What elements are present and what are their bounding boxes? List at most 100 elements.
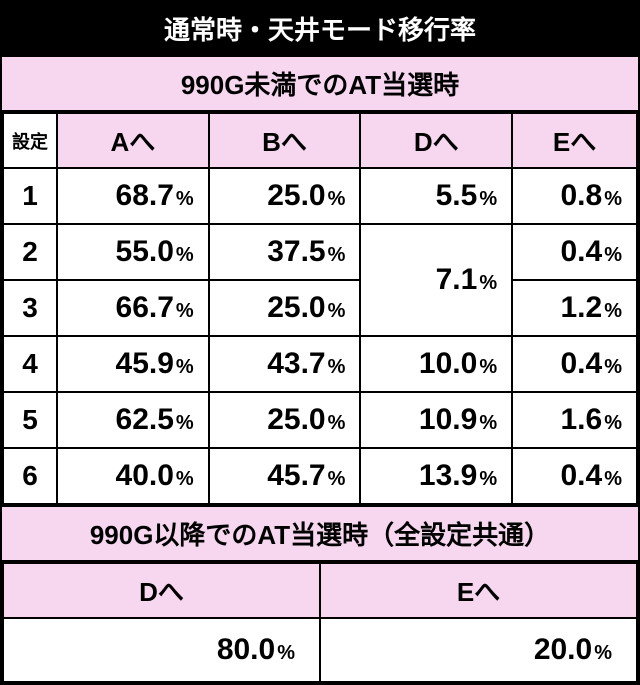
num: 20.0 — [534, 633, 592, 666]
pct-symbol: % — [328, 468, 346, 490]
num: 45.7 — [267, 459, 325, 492]
num: 45.9 — [116, 347, 174, 380]
pct-symbol: % — [594, 642, 612, 664]
val-b: 25.0% — [209, 392, 361, 448]
num: 80.0 — [217, 633, 275, 666]
pct-symbol: % — [479, 272, 497, 294]
pct-symbol: % — [176, 356, 194, 378]
table-row: 2 55.0% 37.5% 7.1% 0.4% — [3, 224, 637, 280]
table-row: 3 66.7% 25.0% 1.2% — [3, 280, 637, 336]
num: 0.4 — [560, 459, 602, 492]
val-e: 1.6% — [512, 392, 637, 448]
num: 0.8 — [560, 179, 602, 212]
set-cell: 4 — [3, 336, 57, 392]
val-b: 25.0% — [209, 280, 361, 336]
num: 40.0 — [116, 459, 174, 492]
num: 1.6 — [560, 403, 602, 436]
val-d: 10.9% — [360, 392, 512, 448]
table-row: 6 40.0% 45.7% 13.9% 0.4% — [3, 448, 637, 504]
table-row: 1 68.7% 25.0% 5.5% 0.8% — [3, 168, 637, 224]
table-row: 80.0% 20.0% — [3, 618, 637, 682]
num: 0.4 — [560, 347, 602, 380]
pct-symbol: % — [328, 188, 346, 210]
num: 25.0 — [267, 403, 325, 436]
col-e2-header: Eへ — [320, 563, 637, 618]
num: 5.5 — [436, 179, 478, 212]
val-d: 13.9% — [360, 448, 512, 504]
pct-symbol: % — [176, 300, 194, 322]
set-cell: 6 — [3, 448, 57, 504]
section2-header-row: Dへ Eへ — [3, 563, 637, 618]
pct-symbol: % — [479, 468, 497, 490]
section1-header: 990G未満でのAT当選時 — [2, 55, 638, 112]
col-b-header: Bへ — [209, 113, 361, 168]
val-d: 5.5% — [360, 168, 512, 224]
table-row: 4 45.9% 43.7% 10.0% 0.4% — [3, 336, 637, 392]
pct-symbol: % — [176, 244, 194, 266]
set-cell: 2 — [3, 224, 57, 280]
pct-symbol: % — [328, 356, 346, 378]
pct-symbol: % — [176, 412, 194, 434]
pct-symbol: % — [604, 356, 622, 378]
num: 68.7 — [116, 179, 174, 212]
num: 62.5 — [116, 403, 174, 436]
num: 10.9 — [419, 403, 477, 436]
pct-symbol: % — [604, 468, 622, 490]
pct-symbol: % — [328, 412, 346, 434]
pct-symbol: % — [176, 468, 194, 490]
col-e-header: Eへ — [512, 113, 637, 168]
col-d-header: Dへ — [360, 113, 512, 168]
pct-symbol: % — [604, 412, 622, 434]
val-a: 68.7% — [57, 168, 209, 224]
num: 37.5 — [267, 235, 325, 268]
section1-header-row: 設定 Aへ Bへ Dへ Eへ — [3, 113, 637, 168]
num: 1.2 — [560, 291, 602, 324]
num: 25.0 — [267, 179, 325, 212]
val-d2: 80.0% — [3, 618, 320, 682]
num: 55.0 — [116, 235, 174, 268]
val-e: 0.4% — [512, 224, 637, 280]
val-b: 45.7% — [209, 448, 361, 504]
col-set-label: 設定 — [3, 113, 57, 168]
set-cell: 3 — [3, 280, 57, 336]
section1-table: 設定 Aへ Bへ Dへ Eへ 1 68.7% 25.0% 5.5% 0.8% 2… — [2, 112, 638, 505]
num: 0.4 — [560, 235, 602, 268]
val-e: 0.8% — [512, 168, 637, 224]
pct-symbol: % — [479, 356, 497, 378]
val-a: 40.0% — [57, 448, 209, 504]
pct-symbol: % — [176, 188, 194, 210]
num: 66.7 — [116, 291, 174, 324]
pct-symbol: % — [479, 412, 497, 434]
val-a: 45.9% — [57, 336, 209, 392]
col-a-header: Aへ — [57, 113, 209, 168]
val-b: 43.7% — [209, 336, 361, 392]
num: 13.9 — [419, 459, 477, 492]
pct-symbol: % — [604, 188, 622, 210]
pct-symbol: % — [328, 244, 346, 266]
pct-symbol: % — [277, 642, 295, 664]
val-b: 37.5% — [209, 224, 361, 280]
table-wrapper: 通常時・天井モード移行率 990G未満でのAT当選時 設定 Aへ Bへ Dへ E… — [0, 0, 640, 685]
pct-symbol: % — [479, 188, 497, 210]
section2-header: 990G以降でのAT当選時（全設定共通） — [2, 505, 638, 562]
val-e: 0.4% — [512, 336, 637, 392]
val-d-merged: 7.1% — [360, 224, 512, 336]
val-d: 10.0% — [360, 336, 512, 392]
val-a: 55.0% — [57, 224, 209, 280]
pct-symbol: % — [604, 244, 622, 266]
val-a: 62.5% — [57, 392, 209, 448]
val-e2: 20.0% — [320, 618, 637, 682]
table-row: 5 62.5% 25.0% 10.9% 1.6% — [3, 392, 637, 448]
num: 43.7 — [267, 347, 325, 380]
section2-table: Dへ Eへ 80.0% 20.0% — [2, 562, 638, 683]
col-d2-header: Dへ — [3, 563, 320, 618]
set-cell: 1 — [3, 168, 57, 224]
val-e: 0.4% — [512, 448, 637, 504]
num: 7.1 — [436, 263, 478, 296]
num: 25.0 — [267, 291, 325, 324]
val-a: 66.7% — [57, 280, 209, 336]
pct-symbol: % — [604, 300, 622, 322]
val-e: 1.2% — [512, 280, 637, 336]
pct-symbol: % — [328, 300, 346, 322]
val-b: 25.0% — [209, 168, 361, 224]
